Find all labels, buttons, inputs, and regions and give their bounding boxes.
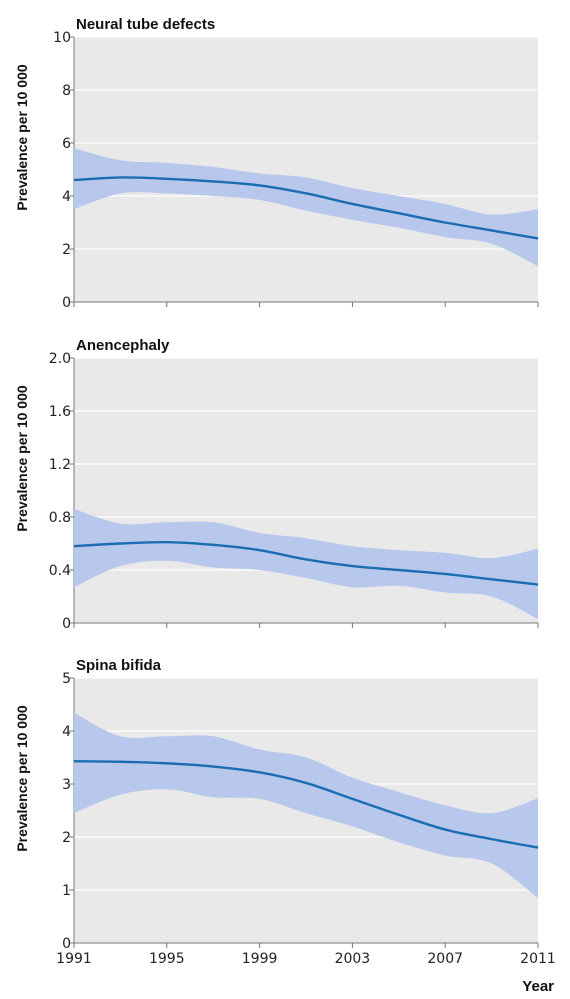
y-tick-label: 4 (62, 724, 71, 740)
y-tick-label: 3 (62, 777, 71, 793)
y-axis-label: Prevalence per 10 000 (14, 385, 30, 532)
y-tick-label: 2 (62, 830, 71, 846)
y-tick-label: 0.8 (49, 510, 71, 526)
y-tick-label: 2.0 (49, 351, 71, 367)
confidence-band (74, 148, 538, 267)
x-tick-label: 2011 (520, 951, 556, 967)
x-tick-label: 1995 (149, 951, 185, 967)
trend-line (73, 540, 539, 586)
y-axis-label: Prevalence per 10 000 (14, 64, 30, 211)
y-tick-label: 0 (62, 616, 71, 632)
confidence-band (74, 712, 538, 898)
panel-title: Spina bifida (76, 657, 162, 674)
x-axis-label: Year (522, 978, 554, 995)
y-tick-label: 1.2 (49, 457, 71, 473)
panel-title: Anencephaly (76, 337, 170, 354)
y-tick-label: 1.6 (49, 404, 71, 420)
trend-line (73, 176, 539, 240)
x-tick-label: 2003 (335, 951, 371, 967)
x-tick-label: 1991 (56, 951, 92, 967)
y-tick-label: 10 (53, 30, 71, 46)
y-tick-label: 4 (62, 189, 71, 205)
y-tick-label: 5 (62, 671, 71, 687)
y-tick-label: 0 (62, 295, 71, 311)
y-tick-label: 2 (62, 242, 71, 258)
x-tick-label: 2007 (427, 951, 463, 967)
confidence-band (74, 509, 538, 620)
panel-title: Neural tube defects (76, 16, 215, 33)
x-tick-label: 1999 (242, 951, 278, 967)
y-axis-label: Prevalence per 10 000 (14, 705, 30, 852)
y-tick-label: 1 (62, 883, 71, 899)
trend-line (73, 760, 539, 849)
y-tick-label: 8 (62, 83, 71, 99)
chart-panel-2: 0 0.4 0.8 1.2 1.6 2.0 Anencephaly Prevalence pe… (14, 337, 539, 632)
chart-panel-3: 0 1 2 3 4 5 Spina bifida Prevalence per 10 000 1… (14, 657, 556, 995)
y-tick-label: 0 (62, 936, 71, 952)
chart-panel-1: 0 2 4 6 8 10 Neural tube defects Prevalence per… (14, 16, 539, 311)
y-tick-label: 0.4 (49, 563, 71, 579)
y-tick-label: 6 (62, 136, 71, 152)
